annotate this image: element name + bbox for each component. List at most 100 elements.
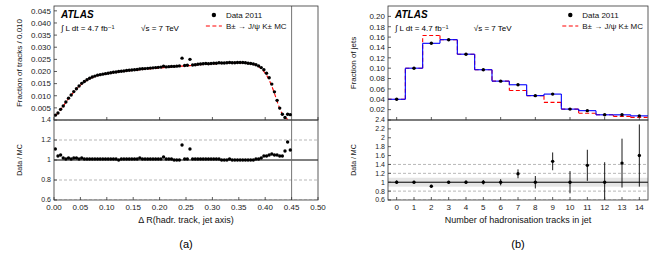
y-tick-label: 0.025 [31, 55, 52, 64]
y-tick-label: 2.4 [375, 116, 385, 123]
y-tick [388, 47, 391, 48]
panel-label: (b) [511, 238, 524, 250]
annotation: √s = 7 TeV [141, 24, 179, 33]
y-tick [388, 57, 391, 58]
y-tick-label: 1.8 [375, 143, 385, 150]
x-tick [133, 197, 134, 200]
frame [388, 6, 648, 120]
x-tick [604, 117, 605, 120]
x-tick-label: 14 [635, 203, 644, 212]
x-tick-label: 0.40 [257, 203, 273, 212]
point [516, 83, 519, 86]
y-tick [54, 71, 57, 72]
legend: Data 2011B± → J/ψ K± MC [562, 11, 643, 31]
y-tick-label: 0.06 [369, 85, 385, 94]
y-axis-label: Fraction of jets [349, 37, 358, 89]
x-tick [604, 197, 605, 200]
point [273, 90, 276, 93]
point [516, 172, 519, 175]
y-tick [54, 95, 57, 96]
x-tick [639, 117, 640, 120]
point [62, 104, 65, 107]
x-tick-label: 8 [533, 203, 538, 212]
x-tick-label: 1 [412, 203, 417, 212]
x-tick-label: 5 [481, 203, 486, 212]
x-tick [483, 197, 484, 200]
y-tick-label: 0.6 [41, 196, 51, 203]
x-tick [639, 197, 640, 200]
y-tick [388, 191, 391, 192]
reference-line [388, 182, 648, 183]
legend-marker [562, 25, 578, 26]
x-tick [54, 197, 55, 200]
legend-label: Data 2011 [226, 11, 263, 20]
y-tick-label: 0.8 [375, 188, 385, 195]
y-tick [388, 68, 391, 69]
point [278, 106, 281, 109]
y-tick [54, 22, 57, 23]
point [69, 93, 72, 96]
x-tick-label: 0.30 [205, 203, 221, 212]
y-tick [54, 107, 57, 108]
point [72, 90, 75, 93]
point [289, 113, 292, 116]
legend: Data 2011B± → J/ψ K± MC [206, 11, 287, 31]
x-tick [570, 117, 571, 120]
point [281, 154, 284, 157]
point [178, 158, 181, 161]
hline [54, 140, 318, 141]
y-tick-label: 0.16 [369, 33, 385, 42]
x-tick [587, 197, 588, 200]
y-tick-label: 0.12 [369, 54, 385, 63]
y-tick-label: 0.18 [369, 23, 385, 32]
x-tick [291, 197, 292, 200]
panel: 0.020.040.060.080.100.120.140.160.180.20… [349, 6, 648, 120]
y-axis-label: Fraction of tracks / 0.010 [15, 18, 24, 107]
point [586, 109, 589, 112]
point [430, 42, 433, 45]
y-tick-label: 0.04 [369, 95, 385, 104]
point [275, 99, 278, 102]
x-tick [431, 197, 432, 200]
point [64, 100, 67, 103]
x-tick-label: 6 [498, 203, 503, 212]
y-tick [54, 200, 57, 201]
x-tick-label: 11 [583, 203, 592, 212]
y-tick [388, 88, 391, 89]
x-tick-label: 0.50 [310, 203, 326, 212]
x-tick [466, 117, 467, 120]
y-tick-label: 0.005 [31, 104, 52, 113]
x-tick [318, 197, 319, 200]
x-axis-label: Number of hadronisation tracks in jet [445, 215, 592, 225]
point [267, 76, 270, 79]
y-tick-label: 0.035 [31, 31, 52, 40]
x-tick [186, 197, 187, 200]
plot-area [54, 6, 292, 120]
panel: 0.0050.0100.0150.0200.0250.0300.0350.040… [15, 6, 318, 120]
y-tick [388, 173, 391, 174]
plot-area [54, 120, 318, 200]
x-tick [265, 197, 266, 200]
y-tick [54, 47, 57, 48]
point [534, 94, 537, 97]
y-tick-label: 0.02 [369, 105, 385, 114]
x-tick [106, 197, 107, 200]
y-tick-label: 0.040 [31, 19, 52, 28]
y-tick [388, 120, 391, 121]
point [286, 140, 289, 143]
y-tick-label: 1 [381, 179, 385, 186]
y-tick-label: 1.2 [375, 170, 385, 177]
x-tick [80, 197, 81, 200]
hline [54, 180, 318, 181]
point [430, 185, 433, 188]
x-tick [54, 117, 55, 120]
y-tick [388, 16, 391, 17]
x-tick-label: 3 [446, 203, 451, 212]
y-tick [54, 59, 57, 60]
legend-marker [212, 13, 216, 17]
point [188, 58, 191, 61]
x-tick-label: 13 [618, 203, 627, 212]
x-tick [622, 197, 623, 200]
y-tick [388, 164, 391, 165]
point [603, 181, 606, 184]
